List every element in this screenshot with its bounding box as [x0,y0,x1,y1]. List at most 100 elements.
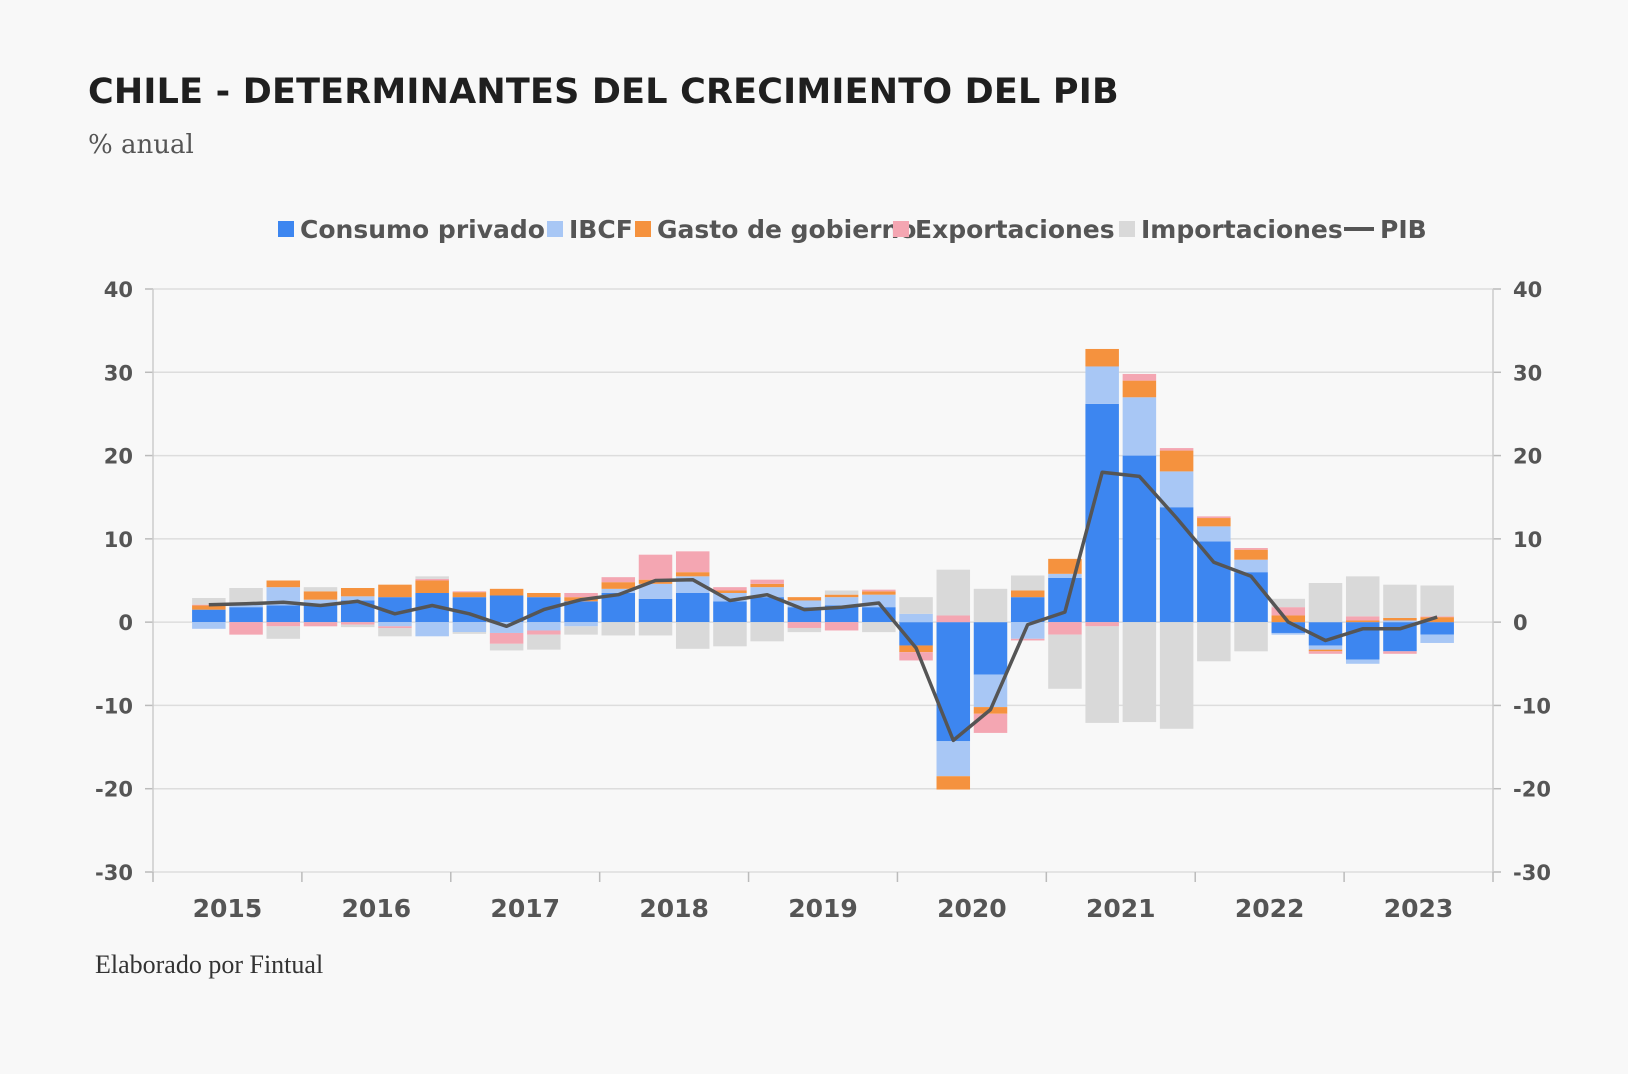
y-tick-label: 10 [104,528,133,552]
bar-segment [1122,455,1157,623]
bar-segment [1085,626,1119,723]
bar-segment [1159,507,1194,623]
bar-segment [1010,622,1045,639]
bar-segment [1085,366,1119,404]
legend-swatch [635,221,651,237]
x-tick-label: 2021 [1086,894,1156,923]
gridlines [153,288,1493,873]
bar-segment [1308,649,1343,652]
bar-segment [1122,397,1157,456]
bar-segment [862,622,896,633]
bar-segment [1010,590,1045,598]
legend-label: PIB [1380,215,1427,244]
bar-segment [378,626,412,628]
bar-segment [638,583,673,599]
x-tick-label: 2019 [788,894,858,923]
x-tick-label: 2016 [342,894,412,923]
bar-segment [1271,607,1306,616]
bar-segment [1345,616,1380,621]
bar-segment [452,622,487,633]
bar-segment [303,603,338,623]
x-tick-label: 2017 [490,894,560,923]
legend-label: Consumo privado [300,215,545,244]
y-tick-label-right: 20 [1513,445,1542,469]
bar-segment [192,597,226,605]
legend: Consumo privado IBCF Gasto de gobiernoExpo… [278,215,1427,244]
bar-segment [1308,651,1343,654]
y-tick-label: 20 [104,445,133,469]
bar-segment [713,592,747,602]
bar-segment [750,597,784,623]
pib-line-group [208,470,1438,743]
bar-segment [1010,638,1045,641]
bar-segment [899,652,933,661]
bar-segment [1010,597,1045,623]
bar-segment [787,627,822,633]
bar-segment [378,627,412,637]
bar-segment [1197,518,1231,527]
bar-segment [378,622,412,627]
bar-segment [415,580,449,593]
bar-segment [675,551,710,573]
bar-segment [1197,622,1231,662]
bar-segment [1383,620,1417,623]
x-tick-label: 2023 [1384,894,1454,923]
bar-segment [824,605,859,623]
bar-segment [1197,541,1231,623]
y-tick-label: -10 [95,694,133,718]
bar-segment [489,588,524,596]
bar-segment [713,601,747,623]
bar-segment [1383,651,1417,654]
y-tick-label-right: -30 [1513,861,1551,885]
bar-segment [192,605,226,610]
bar-segment [1159,448,1194,451]
y-tick-label-right: 0 [1513,611,1528,635]
bar-segment [1048,558,1082,574]
bar-segment [266,580,301,588]
bar-segment [303,591,338,600]
bar-segment [564,601,598,623]
bar-segment [1308,645,1343,650]
bar-segment [824,622,859,631]
x-tick-label: 2022 [1235,894,1305,923]
bar-segment [1048,622,1082,635]
bar-segment [936,776,971,790]
y-tick-label-right: -10 [1513,694,1551,718]
bar-segment [452,632,487,634]
bar-segment [340,587,375,597]
bar-segment [1197,516,1231,519]
x-tick-label: 2018 [639,894,709,923]
bar-segment [1420,617,1454,623]
bar-segment [713,622,747,647]
bar-segment [936,615,971,623]
x-tick-label: 2015 [193,894,263,923]
bar-segment [936,622,971,742]
y-tick-label-right: 40 [1513,278,1542,302]
bar-segment [1420,585,1454,617]
bar-segment [303,599,338,604]
bar-segment [192,622,226,629]
bar-segment [527,622,561,631]
bar-segment [1234,572,1268,623]
legend-swatch [893,221,909,237]
pib-line [208,470,1438,743]
bar-segment [452,592,487,598]
bar-segment [266,626,301,639]
legend-label: Exportaciones [915,215,1115,244]
bar-segment [229,587,263,603]
bar-segment [415,576,449,579]
bar-segment [1010,575,1045,591]
bar-segment [1085,622,1119,627]
bar-segment [340,596,375,601]
bar-segment [229,607,263,623]
bars [192,348,1454,790]
bar-segment [638,554,673,580]
bar-segment [750,587,784,598]
bar-segment [1420,634,1454,643]
bar-segment [787,622,822,628]
bar-segment [1271,598,1306,608]
bar-segment [973,622,1008,675]
chart-title: CHILE - DETERMINANTES DEL CRECIMIENTO DE… [88,72,1119,112]
bar-segment [1197,526,1231,542]
